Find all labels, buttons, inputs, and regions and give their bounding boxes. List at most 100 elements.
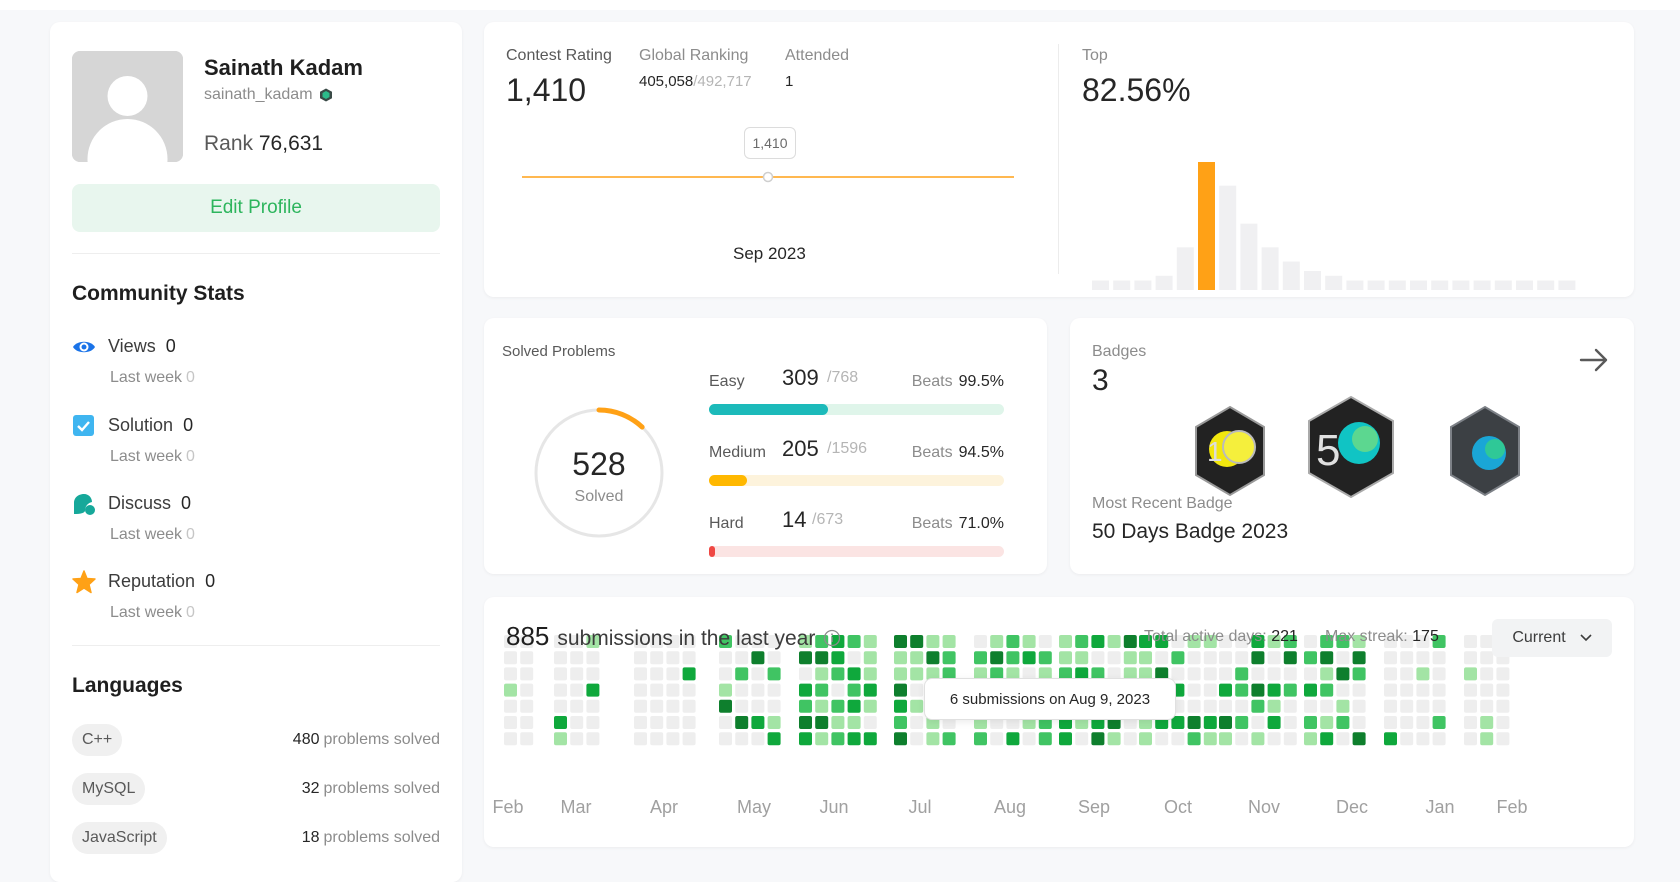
heatmap-cell[interactable]	[520, 716, 534, 729]
heatmap-cell[interactable]	[767, 683, 781, 697]
heatmap-cell[interactable]	[719, 732, 732, 746]
heatmap-cell[interactable]	[767, 667, 781, 681]
heatmap-cell[interactable]	[1304, 651, 1317, 665]
histogram-bar[interactable]	[1325, 275, 1343, 290]
edit-profile-button[interactable]: Edit Profile	[72, 184, 440, 232]
heatmap-cell[interactable]	[767, 732, 781, 746]
heatmap-cell[interactable]	[1091, 667, 1105, 681]
heatmap-cell[interactable]	[1496, 667, 1510, 681]
heatmap-cell[interactable]	[554, 667, 567, 681]
heatmap-cell[interactable]	[586, 635, 600, 648]
heatmap-cell[interactable]	[1187, 732, 1201, 746]
heatmap-cell[interactable]	[847, 716, 861, 729]
heatmap-cell[interactable]	[1352, 716, 1366, 729]
heatmap-cell[interactable]	[1251, 699, 1265, 713]
heatmap-cell[interactable]	[1480, 667, 1494, 681]
heatmap-cell[interactable]	[682, 732, 696, 746]
heatmap-cell[interactable]	[1251, 635, 1265, 648]
heatmap-cell[interactable]	[894, 635, 907, 648]
heatmap-cell[interactable]	[1464, 699, 1477, 713]
heatmap-cell[interactable]	[1384, 732, 1397, 746]
heatmap-cell[interactable]	[634, 716, 647, 729]
histogram-bar[interactable]	[1176, 247, 1194, 290]
heatmap-cell[interactable]	[520, 699, 534, 713]
heatmap-cell[interactable]	[504, 635, 517, 648]
100-days-badge-icon[interactable]: 1	[1190, 403, 1270, 499]
heatmap-cell[interactable]	[1235, 651, 1249, 665]
heatmap-cell[interactable]	[942, 732, 956, 746]
heatmap-cell[interactable]	[1155, 667, 1169, 681]
heatmap-cell[interactable]	[863, 716, 877, 729]
heatmap-cell[interactable]	[1432, 683, 1446, 697]
heatmap-cell[interactable]	[1400, 651, 1414, 665]
histogram-bar[interactable]	[1092, 280, 1109, 290]
heatmap-cell[interactable]	[1304, 635, 1317, 648]
heatmap-cell[interactable]	[1320, 651, 1334, 665]
heatmap-cell[interactable]	[799, 667, 812, 681]
heatmap-cell[interactable]	[586, 667, 600, 681]
histogram-bar[interactable]	[1431, 280, 1449, 290]
heatmap-cell[interactable]	[1283, 716, 1297, 729]
histogram-bar[interactable]	[1240, 223, 1258, 290]
heatmap-cell[interactable]	[520, 635, 534, 648]
heatmap-cell[interactable]	[1464, 732, 1477, 746]
heatmap-cell[interactable]	[1203, 683, 1217, 697]
heatmap-cell[interactable]	[1187, 635, 1201, 648]
heatmap-cell[interactable]	[1384, 667, 1397, 681]
heatmap-cell[interactable]	[1416, 732, 1430, 746]
heatmap-cell[interactable]	[1171, 651, 1185, 665]
histogram-bar[interactable]	[1113, 280, 1131, 290]
heatmap-cell[interactable]	[1022, 635, 1036, 648]
histogram-bar[interactable]	[1494, 280, 1512, 290]
heatmap-cell[interactable]	[751, 699, 765, 713]
heatmap-cell[interactable]	[1251, 667, 1265, 681]
histogram-bar[interactable]	[1261, 247, 1279, 290]
heatmap-cell[interactable]	[1416, 635, 1430, 648]
heatmap-cell[interactable]	[847, 651, 861, 665]
heatmap-cell[interactable]	[910, 651, 924, 665]
heatmap-cell[interactable]	[1235, 732, 1249, 746]
heatmap-cell[interactable]	[1336, 716, 1350, 729]
heatmap-cell[interactable]	[1235, 716, 1249, 729]
heatmap-cell[interactable]	[1038, 635, 1052, 648]
heatmap-cell[interactable]	[1304, 699, 1317, 713]
heatmap-cell[interactable]	[1006, 667, 1020, 681]
heatmap-cell[interactable]	[799, 635, 812, 648]
heatmap-cell[interactable]	[1416, 667, 1430, 681]
heatmap-cell[interactable]	[735, 635, 749, 648]
heatmap-cell[interactable]	[586, 699, 600, 713]
heatmap-cell[interactable]	[910, 716, 924, 729]
heatmap-cell[interactable]	[1267, 699, 1281, 713]
heatmap-cell[interactable]	[1496, 683, 1510, 697]
heatmap-cell[interactable]	[719, 651, 732, 665]
histogram-bar[interactable]	[1346, 280, 1364, 290]
rating-line-chart[interactable]	[522, 122, 1022, 192]
heatmap-cell[interactable]	[1352, 683, 1366, 697]
heatmap-cell[interactable]	[1336, 732, 1350, 746]
heatmap-cell[interactable]	[1006, 732, 1020, 746]
year-select-dropdown[interactable]: Current	[1492, 619, 1612, 657]
heatmap-cell[interactable]	[1235, 699, 1249, 713]
heatmap-cell[interactable]	[504, 716, 517, 729]
heatmap-cell[interactable]	[1432, 716, 1446, 729]
heatmap-cell[interactable]	[1219, 667, 1232, 681]
heatmap-cell[interactable]	[554, 732, 567, 746]
heatmap-cell[interactable]	[1075, 667, 1089, 681]
heatmap-cell[interactable]	[831, 667, 845, 681]
heatmap-cell[interactable]	[831, 699, 845, 713]
heatmap-cell[interactable]	[1171, 716, 1185, 729]
language-tag[interactable]: MySQL	[72, 773, 146, 805]
heatmap-cell[interactable]	[719, 635, 732, 648]
heatmap-cell[interactable]	[1219, 683, 1232, 697]
heatmap-cell[interactable]	[1304, 667, 1317, 681]
heatmap-cell[interactable]	[1203, 651, 1217, 665]
heatmap-cell[interactable]	[1432, 699, 1446, 713]
heatmap-cell[interactable]	[1219, 732, 1232, 746]
heatmap-cell[interactable]	[650, 635, 664, 648]
heatmap-cell[interactable]	[1107, 732, 1121, 746]
heatmap-cell[interactable]	[926, 651, 940, 665]
heatmap-cell[interactable]	[1480, 683, 1494, 697]
heatmap-cell[interactable]	[666, 699, 680, 713]
heatmap-cell[interactable]	[1336, 667, 1350, 681]
heatmap-cell[interactable]	[1320, 667, 1334, 681]
